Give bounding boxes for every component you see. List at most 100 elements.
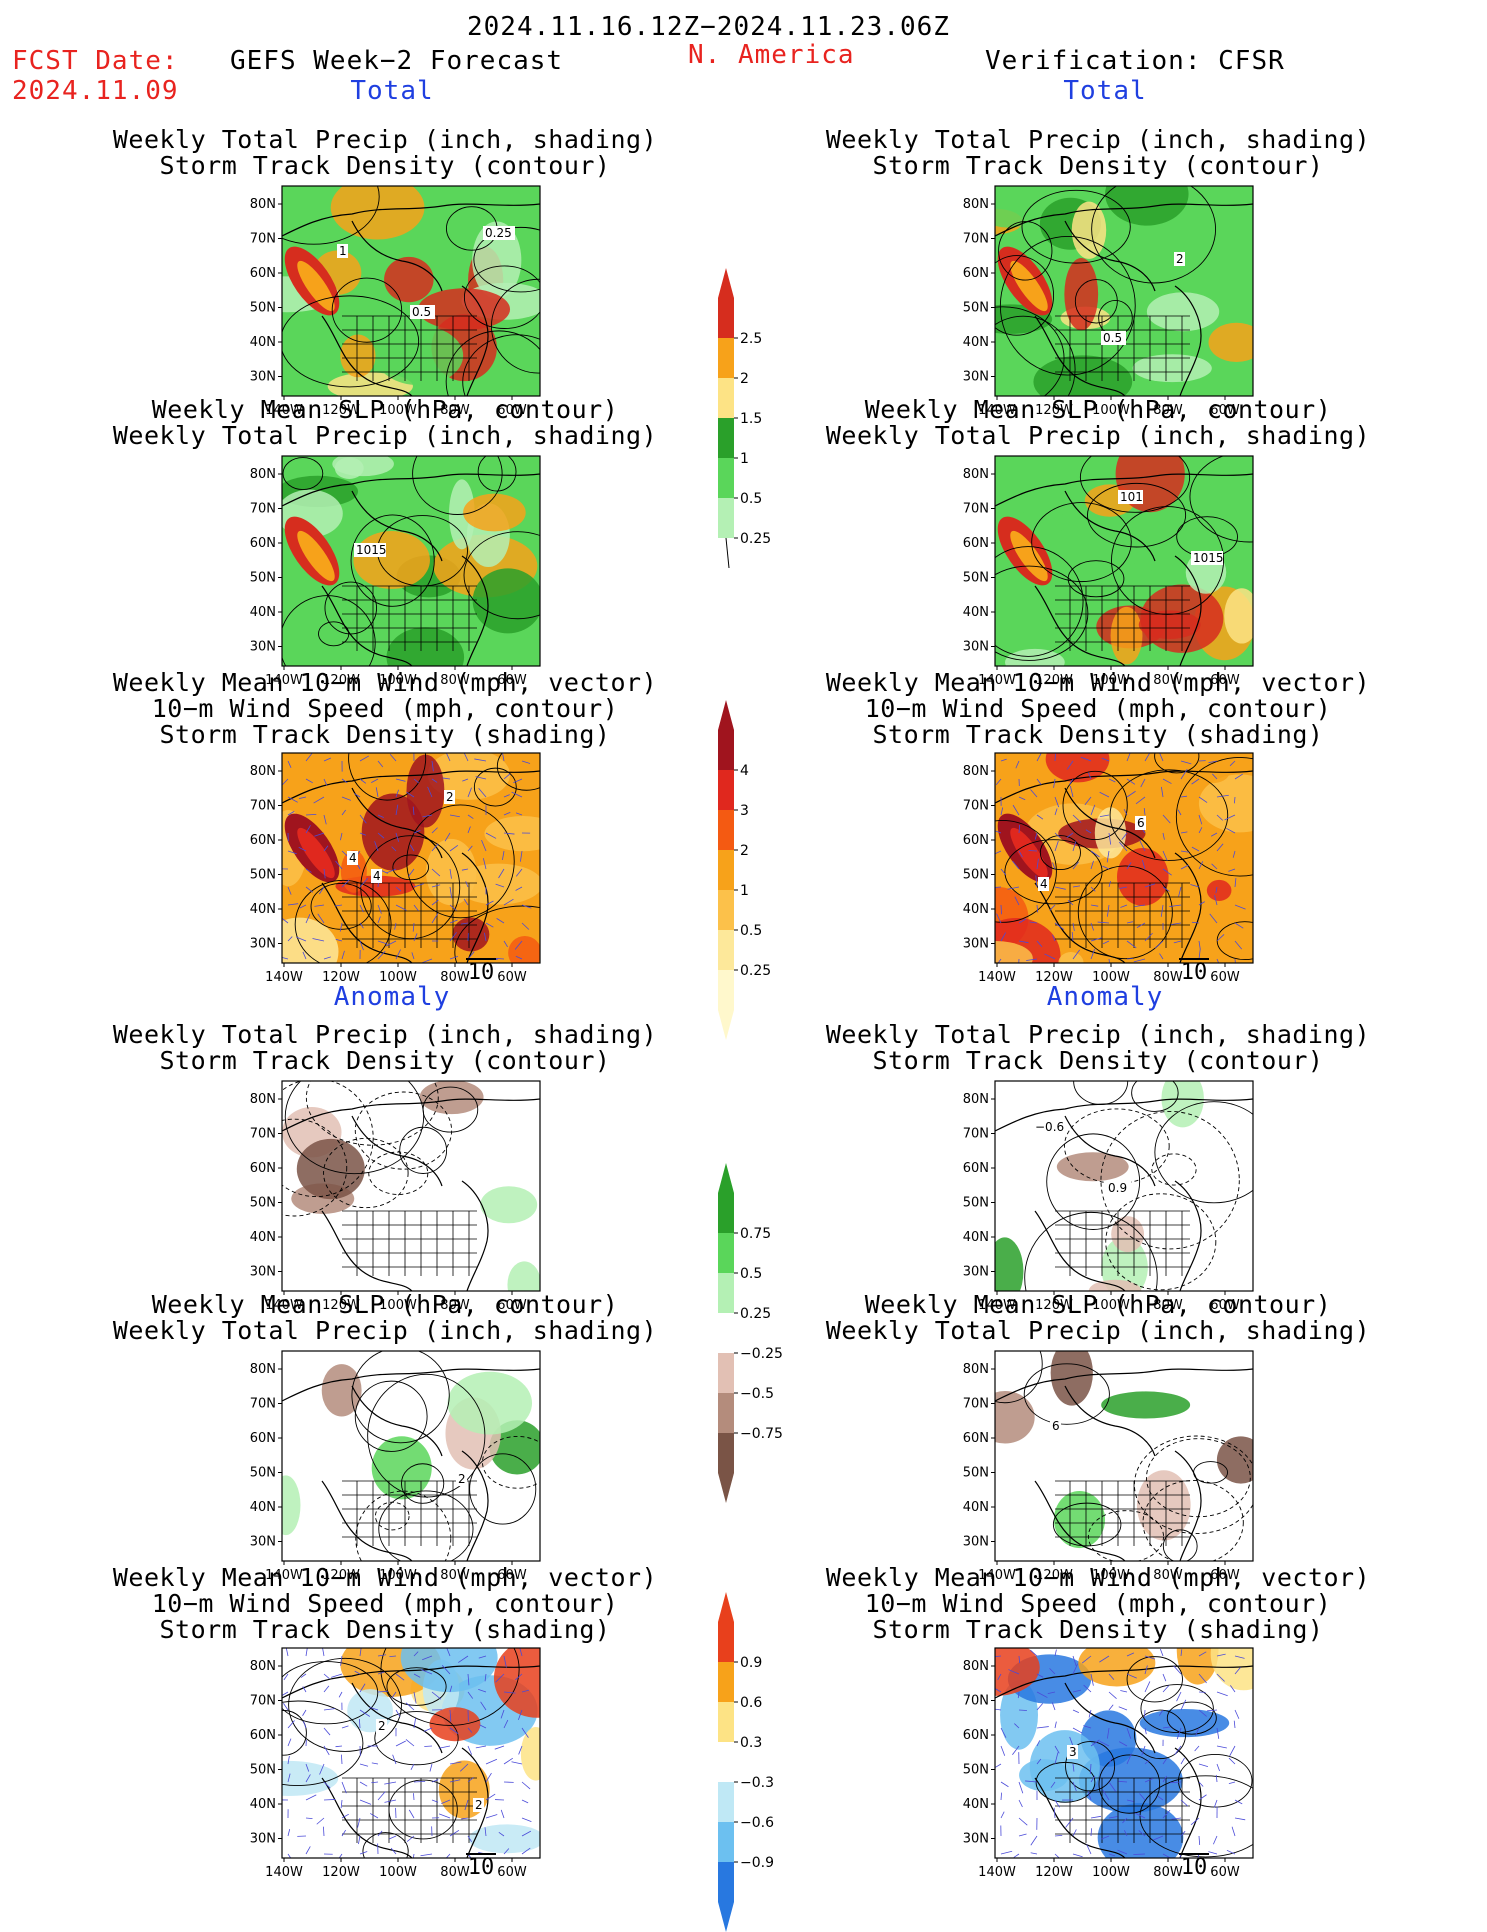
lat-tick-label: 50N <box>250 1196 276 1211</box>
colorbar-segment <box>718 298 734 338</box>
vector-reference-arrow: 10 <box>456 958 506 985</box>
lat-tick-label: 40N <box>250 1230 276 1245</box>
colorbar-segment <box>718 1622 734 1662</box>
contour-value-label: 101 <box>1120 490 1143 504</box>
colorbar-label: 2.5 <box>740 331 762 347</box>
colorbar-segment <box>718 930 734 970</box>
lon-tick-label: 120W <box>1035 1568 1073 1583</box>
colorbar-segment <box>718 1353 734 1393</box>
colorbar-segment <box>718 498 734 538</box>
colorbar-segment <box>718 1273 734 1313</box>
lon-tick-label: 100W <box>379 970 417 985</box>
colorbar-label: −0.9 <box>740 1855 774 1871</box>
colorbar-label: 0.25 <box>740 963 771 979</box>
lon-tick-label: 80W <box>1153 1568 1183 1583</box>
lon-tick-label: 100W <box>1092 1568 1130 1583</box>
panel-title: Weekly Total Precip (inch, shading)Storm… <box>35 1022 735 1074</box>
lon-tick-label: 120W <box>1035 673 1073 688</box>
contour-value-label: 1015 <box>1193 551 1224 565</box>
lon-tick-label: 60W <box>1210 1298 1240 1313</box>
lat-tick-label: 60N <box>250 536 276 551</box>
lon-tick-label: 100W <box>1092 673 1130 688</box>
vector-reference-arrow: 10 <box>1169 1853 1219 1880</box>
panel-title: Weekly Total Precip (inch, shading)Storm… <box>35 127 735 179</box>
lat-tick-label: 50N <box>963 1196 989 1211</box>
lat-tick-label: 50N <box>963 868 989 883</box>
lon-tick-label: 120W <box>322 970 360 985</box>
colorbar-label: 0.3 <box>740 1735 762 1751</box>
lon-tick-label: 100W <box>379 1568 417 1583</box>
contour-value-label: 0.25 <box>485 226 512 240</box>
colorbar-segment <box>718 1433 734 1473</box>
colorbar-label: −0.5 <box>740 1386 774 1402</box>
lat-tick-label: 30N <box>963 1265 989 1280</box>
lon-tick-label: 80W <box>1153 673 1183 688</box>
colorbar-segment <box>718 850 734 890</box>
colorbar-bottom-tail <box>718 1010 734 1040</box>
contour-value-label: 6 <box>1137 816 1145 830</box>
colorbar-top-tail <box>718 268 734 298</box>
colorbar-label: 0.5 <box>740 491 762 507</box>
contour-value-label: 1015 <box>356 543 387 557</box>
lon-tick-label: 100W <box>1092 1865 1130 1880</box>
lon-tick-label: 80W <box>440 673 470 688</box>
lat-tick-label: 40N <box>963 902 989 917</box>
lon-tick-label: 140W <box>265 673 303 688</box>
colorbar-label: 0.5 <box>740 1266 762 1282</box>
colorbar-label: 0.5 <box>740 923 762 939</box>
lat-tick-label: 40N <box>250 902 276 917</box>
contour-value-label: 2 <box>378 1719 386 1733</box>
lat-tick-label: 80N <box>250 467 276 482</box>
colorbar-segment <box>718 458 734 498</box>
fcst-date-label: FCST Date: <box>12 46 179 76</box>
lon-tick-label: 120W <box>1035 1865 1073 1880</box>
lat-tick-label: 70N <box>963 232 989 247</box>
lat-tick-label: 70N <box>250 502 276 517</box>
lat-tick-label: 50N <box>963 571 989 586</box>
lat-tick-label: 80N <box>250 1659 276 1674</box>
lat-tick-label: 30N <box>250 937 276 952</box>
lon-tick-label: 140W <box>265 1568 303 1583</box>
lat-tick-label: 30N <box>963 1832 989 1847</box>
contour-value-label: 0.9 <box>1108 1181 1127 1195</box>
contour-value-label: 0.5 <box>412 305 431 319</box>
lon-tick-label: 120W <box>322 1298 360 1313</box>
contour-value-label: 4 <box>373 869 381 883</box>
lat-tick-label: 30N <box>963 1535 989 1550</box>
lon-tick-label: 120W <box>1035 970 1073 985</box>
colorbar-segment <box>718 730 734 770</box>
lat-tick-label: 70N <box>250 232 276 247</box>
colorbar-segment <box>718 1742 734 1782</box>
lon-tick-label: 60W <box>497 673 527 688</box>
lat-tick-label: 50N <box>250 1763 276 1778</box>
lat-tick-label: 40N <box>250 335 276 350</box>
lat-tick-label: 60N <box>250 1728 276 1743</box>
lat-tick-label: 80N <box>963 467 989 482</box>
lat-tick-label: 30N <box>963 370 989 385</box>
lon-tick-label: 100W <box>1092 403 1130 418</box>
lat-tick-label: 70N <box>250 1694 276 1709</box>
section-total-right: Total <box>905 76 1305 106</box>
lon-tick-label: 100W <box>379 403 417 418</box>
colorbar-label: 0.25 <box>740 1306 771 1322</box>
lon-tick-label: 140W <box>978 403 1016 418</box>
colorbar-label: 3 <box>740 803 749 819</box>
contour-value-label: 4 <box>349 851 357 865</box>
lon-tick-label: 120W <box>322 1865 360 1880</box>
lat-tick-label: 50N <box>963 301 989 316</box>
lon-tick-label: 140W <box>978 970 1016 985</box>
colorbar-label: −0.6 <box>740 1815 774 1831</box>
lon-tick-label: 140W <box>265 1298 303 1313</box>
lat-tick-label: 50N <box>250 301 276 316</box>
lat-tick-label: 40N <box>963 1797 989 1812</box>
colorbar-label: 4 <box>740 763 749 779</box>
lon-tick-label: 140W <box>978 1568 1016 1583</box>
lat-tick-label: 50N <box>250 571 276 586</box>
lat-tick-label: 80N <box>250 1092 276 1107</box>
lat-tick-label: 50N <box>250 1466 276 1481</box>
